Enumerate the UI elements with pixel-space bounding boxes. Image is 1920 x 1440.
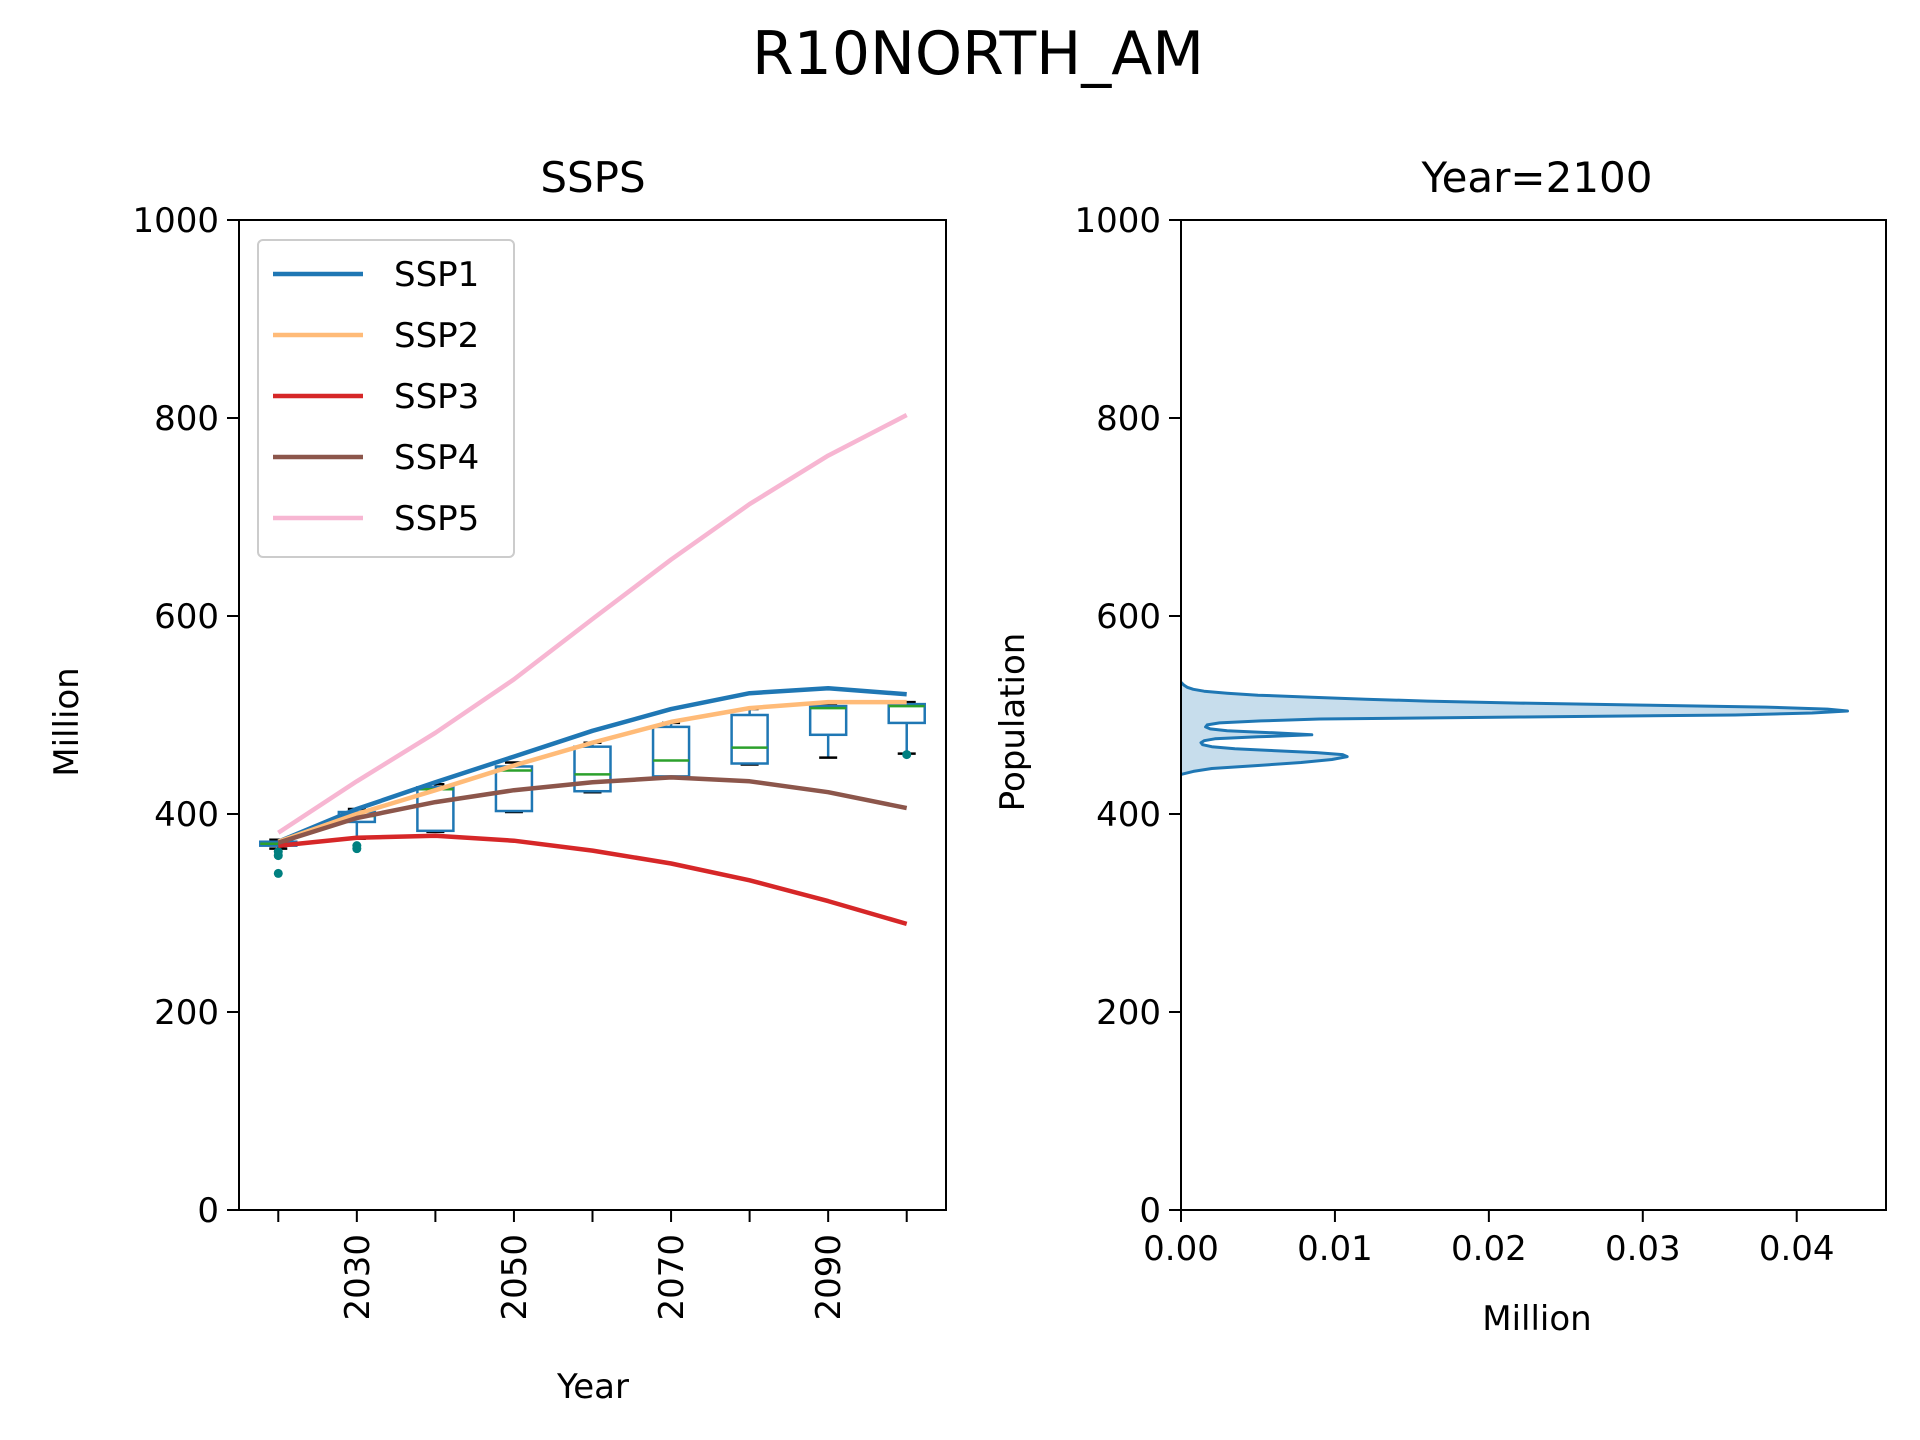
legend-label-ssp2: SSP2	[394, 316, 479, 356]
flier-2020-2	[273, 847, 283, 857]
left-xtick-label-2070: 2070	[652, 1234, 692, 1321]
density-fill	[1181, 682, 1848, 775]
series-line-ssp4	[277, 775, 908, 845]
density-curve	[1179, 681, 1849, 776]
left-ytick-label-400: 400	[154, 795, 219, 835]
left-ytick-label-1000: 1000	[132, 201, 219, 241]
legend-label-ssp1: SSP1	[394, 255, 479, 295]
density-area-group	[1179, 681, 1849, 776]
right-ytick-label-200: 200	[1096, 993, 1161, 1033]
flier-2100-0	[902, 750, 912, 760]
flier-2030-1	[352, 841, 362, 851]
right-xtick-label-0.03: 0.03	[1605, 1229, 1681, 1269]
left-ytick-label-200: 200	[154, 993, 219, 1033]
legend: SSP1 SSP2 SSP3 SSP4 SSP5	[257, 239, 515, 558]
box-2060	[573, 745, 612, 793]
right-ytick-label-800: 800	[1096, 399, 1161, 439]
right-xtick-label-0.02: 0.02	[1451, 1229, 1527, 1269]
right-panel-density: Year=2100 0 200 400 600 800 1000 0.00 0.01 0.02 0…	[993, 153, 1887, 1339]
right-panel-title: Year=2100	[1421, 153, 1653, 202]
left-ylabel: Million	[47, 667, 87, 776]
left-panel-ssps: SSPS 0 200 400 600 800 1000 2030 2050 2070 2090 S…	[47, 153, 947, 1407]
series-lines	[277, 413, 908, 927]
right-ylabel: Population	[993, 633, 1033, 812]
figure-title: R10NORTH_AM	[752, 19, 1204, 89]
legend-label-ssp5: SSP5	[394, 499, 479, 539]
legend-label-ssp3: SSP3	[394, 377, 479, 417]
box-2080	[730, 713, 769, 765]
right-ytick-label-400: 400	[1096, 795, 1161, 835]
series-line-ssp2	[277, 699, 907, 844]
box-2040	[416, 786, 455, 833]
right-xlabel: Million	[1482, 1299, 1591, 1339]
legend-label-ssp4: SSP4	[394, 438, 479, 478]
left-ytick-label-0: 0	[197, 1191, 219, 1231]
left-xtick-label-2050: 2050	[495, 1234, 535, 1321]
box-2070	[651, 725, 691, 778]
left-ytick-label-600: 600	[154, 597, 219, 637]
left-xtick-label-2030: 2030	[338, 1234, 378, 1321]
box-2100	[887, 702, 926, 725]
left-xlabel: Year	[556, 1367, 629, 1407]
legend-frame	[257, 239, 515, 558]
flier-2020-0	[273, 868, 283, 878]
series-line-ssp1	[277, 686, 907, 844]
right-xtick-label-0.01: 0.01	[1297, 1229, 1373, 1269]
left-xtick-label-2090: 2090	[809, 1234, 849, 1321]
series-line-ssp3	[278, 833, 908, 927]
left-panel-title: SSPS	[540, 153, 645, 202]
box-2090	[808, 704, 848, 737]
right-axes-frame	[1180, 219, 1887, 1211]
right-xtick-label-0.04: 0.04	[1759, 1229, 1835, 1269]
right-xtick-label-0.00: 0.00	[1143, 1229, 1219, 1269]
right-ytick-label-600: 600	[1096, 597, 1161, 637]
series-line-ssp5	[277, 413, 908, 835]
right-ytick-label-1000: 1000	[1074, 201, 1161, 241]
left-ytick-label-800: 800	[154, 399, 219, 439]
right-ytick-label-0: 0	[1139, 1191, 1161, 1231]
